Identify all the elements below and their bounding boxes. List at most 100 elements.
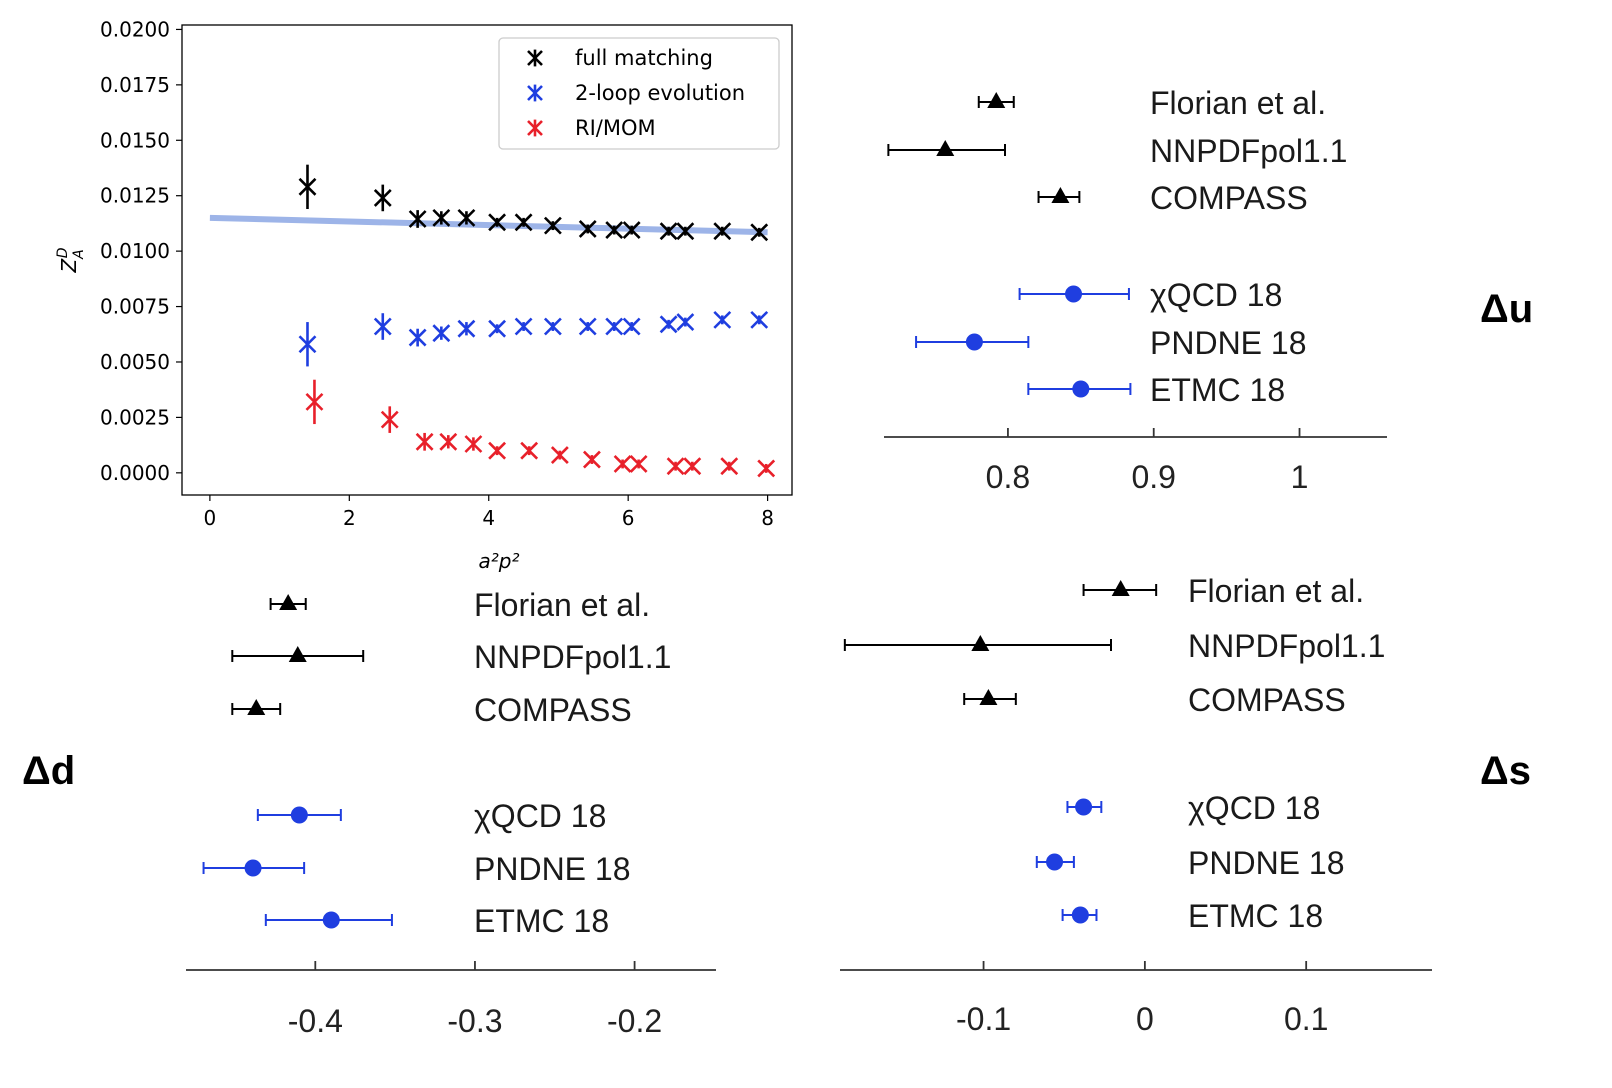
x-tick-label: -0.3: [447, 1003, 502, 1039]
forest-row: ETMC 18: [1061, 898, 1323, 934]
data-point: [659, 222, 678, 241]
data-point: [520, 441, 539, 460]
forest-panel-1: 0.8 0.9 1 Florian et al. NNPDFpol1.1 COMPASS χ…: [884, 85, 1533, 495]
forest-row: χQCD 18: [1018, 277, 1282, 313]
y-tick-label: 0.0075: [100, 295, 170, 319]
entry-label: Florian et al.: [1188, 573, 1364, 609]
forest-row: ETMC 18: [264, 903, 609, 939]
panel-title: Δd: [22, 749, 75, 793]
triangle-marker: [279, 594, 298, 610]
y-tick-label: 0.0125: [100, 184, 170, 208]
y-tick-label: 0.0000: [100, 461, 170, 485]
y-tick-label: 0.0025: [100, 405, 170, 429]
forest-row: COMPASS: [1037, 180, 1308, 216]
legend-label: 2-loop evolution: [575, 81, 745, 105]
triangle-marker: [936, 140, 955, 156]
series-full-matching: [298, 164, 769, 242]
entry-label: PNDNE 18: [1150, 325, 1307, 361]
entry-label: COMPASS: [474, 692, 632, 728]
data-point: [380, 410, 399, 429]
legend: full matching 2-loop evolution RI/MOM: [498, 37, 780, 150]
triangle-marker: [979, 689, 998, 705]
data-point: [543, 317, 562, 336]
x-tick-label: 0.8: [986, 459, 1030, 495]
data-point: [439, 432, 458, 451]
legend-marker: [527, 49, 543, 67]
data-point: [605, 221, 624, 239]
data-point: [583, 450, 601, 469]
entry-label: χQCD 18: [1188, 790, 1320, 826]
forest-row: Florian et al.: [269, 587, 650, 623]
data-point: [622, 317, 641, 336]
triangle-marker: [288, 646, 307, 662]
triangle-marker: [971, 635, 990, 651]
panel-title: Δu: [1480, 287, 1533, 331]
data-point: [305, 392, 324, 411]
y-tick-label: 0.0200: [100, 17, 170, 41]
forest-row: PNDNE 18: [1035, 845, 1345, 881]
data-point: [373, 189, 392, 207]
data-point: [629, 455, 648, 473]
forest-row: PNDNE 18: [202, 851, 631, 887]
entry-label: χQCD 18: [1150, 277, 1282, 313]
legend-marker: [527, 84, 543, 102]
data-point: [514, 213, 533, 232]
entry-label: ETMC 18: [1188, 898, 1323, 934]
fit-line: [209, 214, 768, 236]
circle-marker: [1075, 798, 1093, 816]
circle-marker: [1072, 380, 1090, 398]
data-point: [605, 317, 624, 336]
y-tick-label: 0.0175: [100, 73, 170, 97]
data-point: [373, 317, 392, 336]
data-point: [488, 213, 507, 232]
data-point: [457, 208, 476, 227]
plot-frame: [181, 24, 793, 496]
forest-panel-2: -0.4 -0.3 -0.2 Florian et al. NNPDFpol1.1 COM…: [22, 587, 716, 1039]
x-tick-label: 0: [1136, 1001, 1154, 1037]
data-point: [298, 177, 317, 196]
entry-label: COMPASS: [1188, 682, 1346, 718]
data-point: [457, 319, 476, 338]
x-tick-label: 0: [204, 506, 217, 530]
x-axis-label: a²p²: [479, 549, 520, 573]
forest-panel-3: -0.1 0 0.1 Florian et al. NNPDFpol1.1 COMPASS…: [840, 573, 1531, 1037]
y-tick-label: 0.0100: [100, 239, 170, 263]
data-point: [750, 223, 769, 242]
data-point: [666, 457, 685, 476]
forest-row: NNPDFpol1.1: [231, 639, 671, 675]
data-point: [750, 310, 769, 329]
legend-label: full matching: [575, 46, 713, 70]
legend-label: RI/MOM: [575, 116, 656, 140]
legend-box: [498, 37, 780, 150]
data-point: [543, 216, 562, 235]
entry-label: NNPDFpol1.1: [1188, 628, 1385, 664]
circle-marker: [244, 859, 262, 877]
circle-marker: [290, 806, 308, 824]
entry-label: Florian et al.: [1150, 85, 1326, 121]
data-point: [578, 220, 597, 238]
series-2-loop-evolution: [298, 310, 769, 367]
data-point: [514, 317, 533, 336]
forest-row: χQCD 18: [1066, 790, 1320, 826]
circle-marker: [965, 333, 983, 351]
x-tick-label: 1: [1291, 459, 1309, 495]
triangle-marker: [1051, 187, 1070, 203]
data-point: [713, 310, 732, 329]
forest-row: NNPDFpol1.1: [887, 133, 1347, 169]
data-point: [432, 324, 451, 343]
data-point: [432, 208, 451, 227]
x-tick-label: -0.4: [288, 1003, 343, 1039]
y-axis-label: ZAD: [55, 247, 87, 273]
data-point: [757, 459, 776, 478]
circle-marker: [1065, 285, 1083, 303]
entry-label: PNDNE 18: [1188, 845, 1345, 881]
forest-row: χQCD 18: [256, 798, 606, 834]
x-tick-label: 4: [482, 506, 495, 530]
x-tick-label: 0.9: [1131, 459, 1175, 495]
data-point: [488, 441, 507, 460]
x-tick-label: 6: [622, 506, 635, 530]
scatter-panel: 0 2 4 6 8 0.0000 0.0025 0.0050 0.0075 0.0100 0.012…: [55, 17, 793, 573]
data-point: [720, 457, 739, 476]
data-point: [713, 222, 732, 241]
